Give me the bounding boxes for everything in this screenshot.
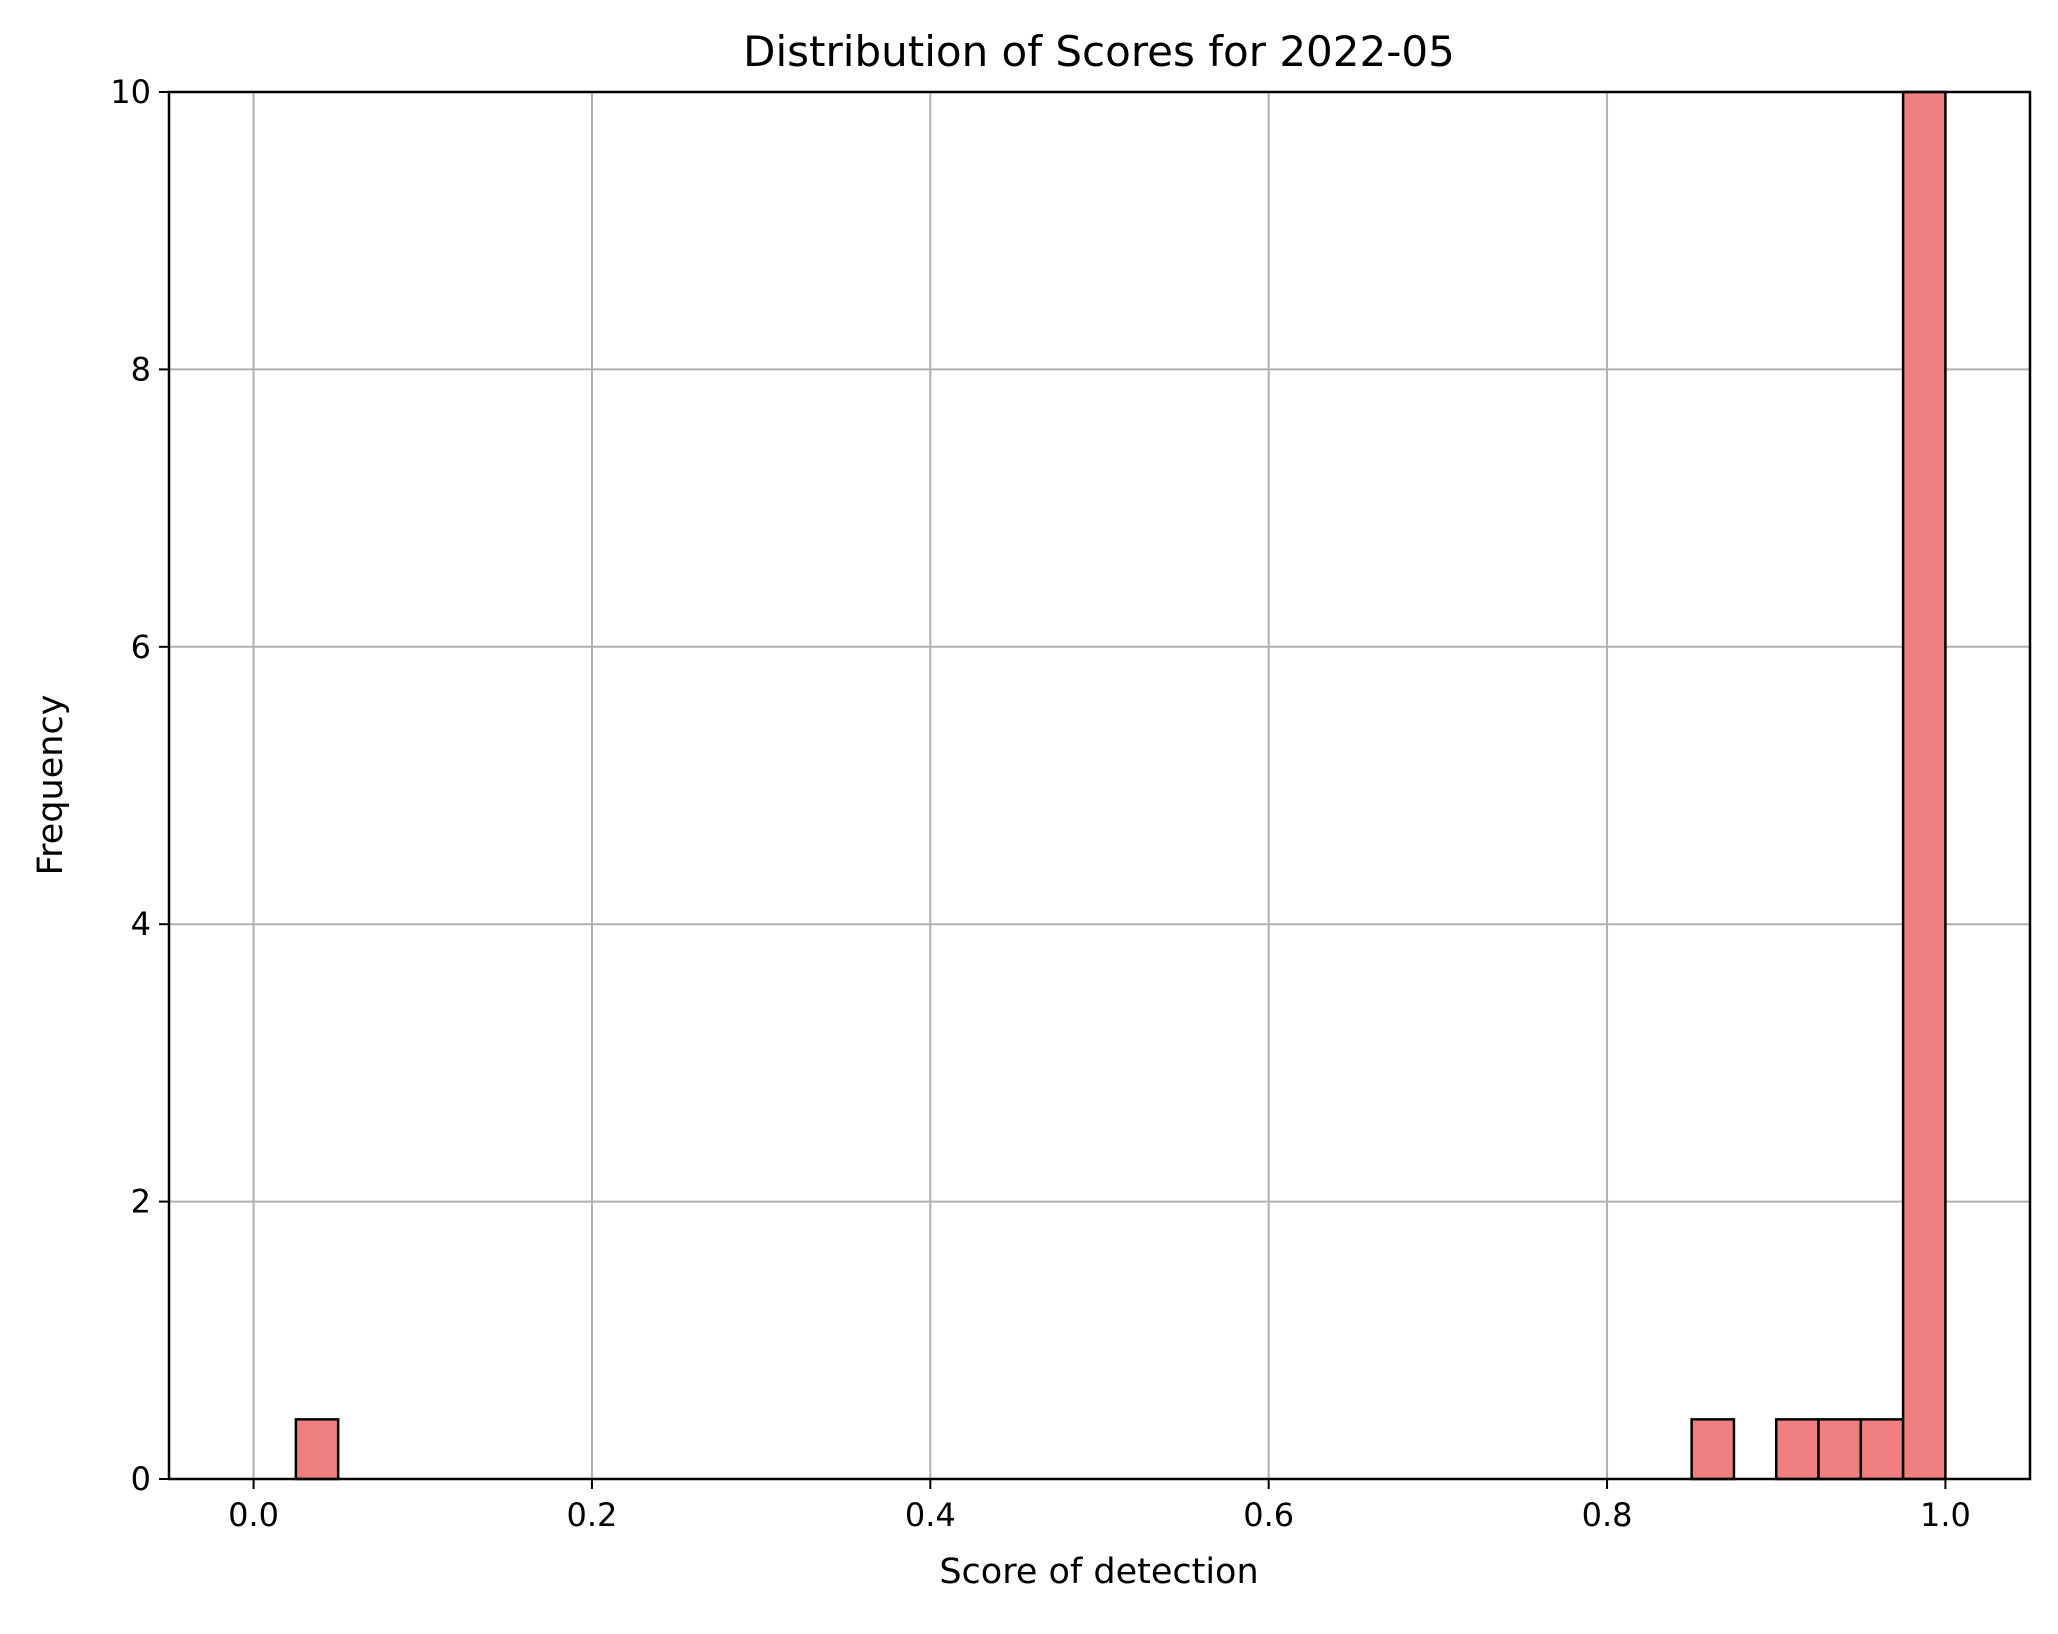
- histogram-bar: [1690, 1418, 1736, 1481]
- plot-frame: [167, 90, 2032, 1481]
- x-tick-label: 1.0: [1920, 1496, 1971, 1534]
- y-tick-label: 8: [131, 350, 151, 388]
- y-axis-label: Frequency: [31, 695, 71, 876]
- y-tick-label: 4: [131, 905, 151, 943]
- x-tick-label: 0.8: [1582, 1496, 1633, 1534]
- y-tick-label: 6: [131, 628, 151, 666]
- x-tick-label: 0.4: [905, 1496, 956, 1534]
- x-tick-label: 0.0: [228, 1496, 279, 1534]
- y-tick-label: 2: [131, 1183, 151, 1221]
- histogram-bar: [1817, 1418, 1863, 1481]
- y-tick-label: 10: [110, 73, 151, 111]
- histogram-bar: [1901, 90, 1947, 1481]
- x-tick-label: 0.6: [1243, 1496, 1294, 1534]
- chart-title: Distribution of Scores for 2022-05: [743, 27, 1455, 76]
- x-axis-label: Score of detection: [939, 1552, 1258, 1592]
- histogram-bar: [294, 1418, 340, 1481]
- y-tick-label: 0: [131, 1460, 151, 1498]
- y-axis-ticks: 0 2 4 6 8 10: [110, 73, 169, 1498]
- histogram-bar: [1774, 1418, 1820, 1481]
- x-axis-ticks: 0.0 0.2 0.4 0.6 0.8 1.0: [228, 1479, 1971, 1534]
- x-tick-label: 0.2: [567, 1496, 618, 1534]
- histogram-bar: [1859, 1418, 1905, 1481]
